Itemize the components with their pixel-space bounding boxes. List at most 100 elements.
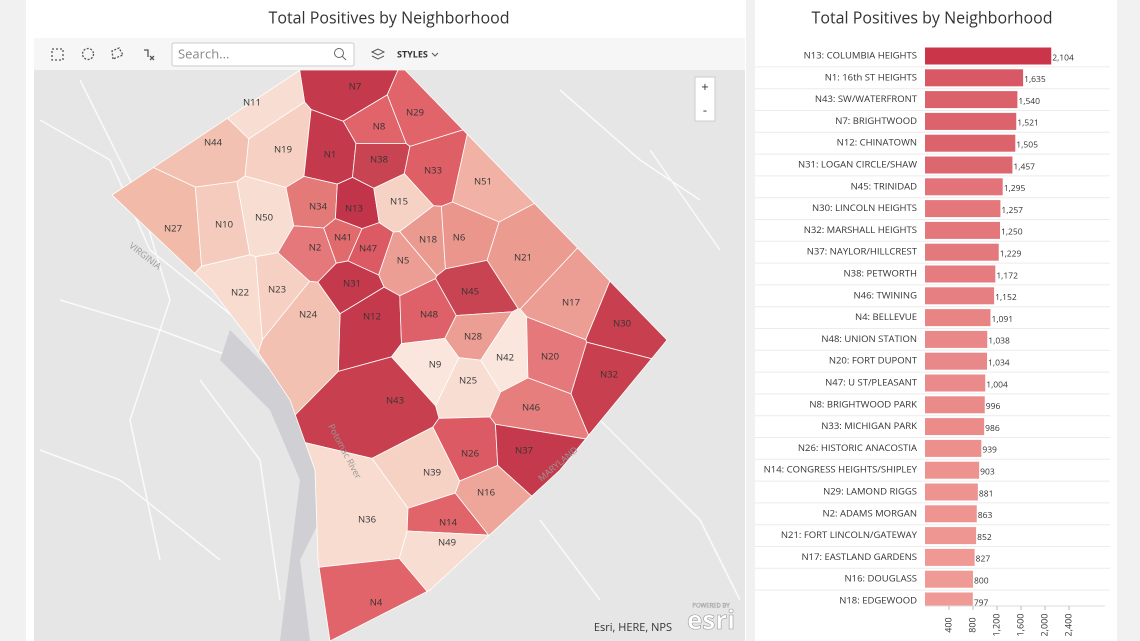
bar [925, 243, 999, 261]
clear-tool[interactable] [144, 49, 155, 61]
bar-list: N13: COLUMBIA HEIGHTS 2,104 N1: 16th ST HE… [755, 47, 1110, 607]
category-label: N37: NAYLOR/HILLCREST [807, 245, 918, 258]
value-label: 939 [982, 445, 997, 456]
search-placeholder: Search... [178, 44, 229, 62]
bar [925, 548, 975, 566]
select-tool[interactable] [51, 48, 64, 61]
search-icon [334, 48, 344, 58]
bar [925, 352, 988, 370]
bar [925, 330, 988, 348]
value-label: 1,091 [991, 314, 1013, 325]
region-label: N23 [268, 283, 286, 296]
category-label: N20: FORT DUPONT [829, 354, 918, 367]
region-label: N26 [461, 447, 479, 460]
region-label: N20 [541, 350, 559, 363]
toolbar [34, 38, 745, 70]
bar [925, 396, 985, 414]
value-label: 1,250 [1001, 227, 1023, 238]
region-label: N25 [459, 374, 477, 387]
region-label: N24 [299, 308, 318, 321]
zoom-in[interactable]: + [701, 77, 708, 95]
bar [925, 221, 1000, 239]
region [257, 280, 341, 416]
zoom-control [694, 76, 716, 122]
region-label: N47 [359, 242, 377, 255]
region-label: N15 [390, 195, 408, 208]
region-label: N22 [231, 286, 249, 299]
category-label: N2: ADAMS MORGAN [822, 506, 917, 519]
region-label: N7 [349, 80, 362, 93]
region-label: N34 [309, 200, 328, 213]
region-label: N31 [343, 277, 361, 290]
region-label: N50 [255, 211, 273, 224]
value-label: 881 [979, 488, 994, 499]
bar [925, 112, 1017, 130]
esri-logo: esri [687, 601, 735, 637]
category-label: N29: LAMOND RIGGS [823, 485, 917, 498]
region-label: N49 [438, 536, 456, 549]
region-label: N42 [496, 351, 514, 364]
region-label: N11 [243, 96, 261, 109]
value-label: 1,457 [1013, 161, 1035, 172]
bar [925, 309, 991, 327]
region-label: N28 [464, 330, 482, 343]
x-tick-label: 1,200 [989, 614, 1002, 637]
value-label: 1,521 [1017, 118, 1039, 129]
region-label: N36 [358, 513, 376, 526]
styles-button[interactable]: STYLES [397, 47, 428, 60]
region-label: N30 [613, 317, 631, 330]
region-label: N43 [386, 394, 404, 407]
category-label: N8: BRIGHTWOOD PARK [809, 397, 917, 410]
bar [925, 265, 996, 283]
category-label: N12: CHINATOWN [837, 136, 917, 149]
region-label: N44 [204, 136, 223, 149]
value-label: 1,257 [1001, 205, 1023, 216]
lasso-tool[interactable] [111, 47, 124, 60]
x-tick-label: 2,000 [1037, 614, 1050, 637]
bar [925, 156, 1013, 174]
value-label: 1,038 [988, 336, 1010, 347]
region-label: N18 [419, 233, 437, 246]
category-label: N1: 16th ST HEIGHTS [825, 70, 917, 83]
regions: N7 N11 N29 N8 N44 N19 N1 N38 N33 N51 N34 N13 N15 N27 N… [111, 70, 668, 641]
category-label: N48: UNION STATION [821, 332, 917, 345]
zoom-out[interactable]: - [703, 100, 707, 118]
map: N7 N11 N29 N8 N44 N19 N1 N38 N33 N51 N34 N13 N15 N27 N… [34, 70, 745, 641]
region-label: N13 [345, 202, 363, 215]
region-label: N1 [324, 148, 337, 161]
bar [925, 570, 973, 588]
attribution: Esri, HERE, NPS [594, 620, 672, 635]
styles-caret [431, 52, 439, 57]
category-label: N31: LOGAN CIRCLE/SHAW [798, 158, 917, 171]
region-label: N21 [514, 251, 532, 264]
value-label: 827 [976, 554, 991, 565]
bar [925, 200, 1001, 218]
value-label: 1,295 [1004, 183, 1026, 194]
value-label: 1,172 [996, 270, 1018, 281]
category-label: N14: CONGRESS HEIGHTS/SHIPLEY [764, 463, 918, 476]
category-label: N30: LINCOLN HEIGHTS [812, 201, 917, 214]
value-label: 1,540 [1018, 96, 1040, 107]
category-label: N18: EDGEWOOD [839, 594, 917, 607]
bar [925, 287, 995, 305]
region-label: N8 [373, 120, 386, 133]
logo-small: POWERED BY [692, 602, 730, 610]
search-box[interactable] [171, 42, 355, 67]
category-label: N21: FORT LINCOLN/GATEWAY [781, 528, 918, 541]
category-label: N32: MARSHALL HEIGHTS [804, 223, 917, 236]
region-label: N48 [420, 308, 438, 321]
region-label: N2 [309, 241, 322, 254]
layers-icon[interactable] [370, 48, 386, 60]
category-label: N13: COLUMBIA HEIGHTS [804, 49, 917, 62]
bar [925, 483, 978, 501]
region-label: N19 [274, 143, 292, 156]
region-label: N4 [370, 596, 383, 609]
value-label: 1,229 [1000, 248, 1022, 259]
bar [925, 178, 1003, 196]
bar [925, 134, 1016, 152]
region-label: N41 [334, 231, 352, 244]
region-label: N5 [397, 254, 410, 267]
map-title: Total Positives by Neighborhood [269, 6, 510, 28]
circle-tool[interactable] [81, 47, 95, 61]
